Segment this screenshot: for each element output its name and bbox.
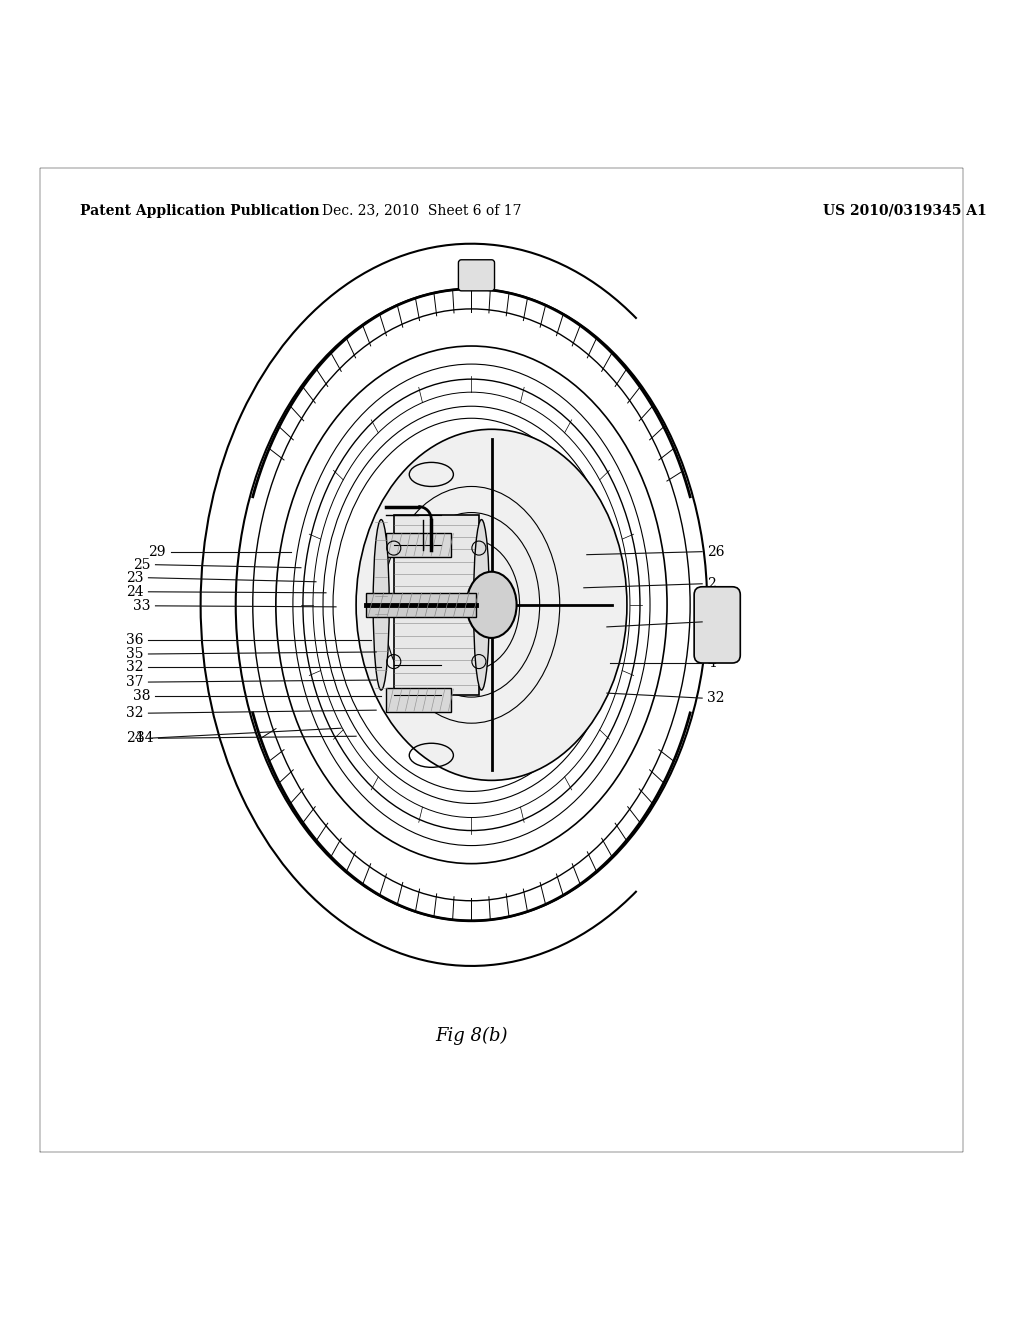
Ellipse shape: [467, 572, 516, 638]
Text: 32: 32: [708, 692, 725, 705]
Text: 29: 29: [148, 545, 166, 558]
Ellipse shape: [373, 520, 389, 690]
Text: Fig 8(b): Fig 8(b): [435, 1027, 508, 1045]
Text: 25: 25: [133, 558, 151, 572]
Ellipse shape: [473, 520, 489, 690]
Text: Dec. 23, 2010  Sheet 6 of 17: Dec. 23, 2010 Sheet 6 of 17: [322, 203, 521, 218]
FancyBboxPatch shape: [386, 688, 452, 713]
Text: 17: 17: [708, 615, 725, 628]
Text: 24: 24: [126, 585, 143, 599]
Text: 4: 4: [708, 656, 716, 671]
Text: 34: 34: [136, 731, 154, 746]
Text: US 2010/0319345 A1: US 2010/0319345 A1: [822, 203, 986, 218]
Text: 33: 33: [133, 599, 151, 612]
FancyBboxPatch shape: [393, 515, 479, 696]
Text: 2: 2: [708, 577, 716, 591]
Text: 36: 36: [126, 632, 143, 647]
Text: 37: 37: [126, 675, 143, 689]
FancyBboxPatch shape: [386, 532, 452, 557]
Text: 32: 32: [126, 706, 143, 721]
FancyBboxPatch shape: [694, 587, 740, 663]
FancyBboxPatch shape: [459, 260, 495, 290]
Text: 26: 26: [708, 545, 725, 558]
FancyBboxPatch shape: [367, 593, 476, 616]
Text: 32: 32: [126, 660, 143, 675]
Text: 35: 35: [126, 647, 143, 661]
Text: 23: 23: [126, 570, 143, 585]
Ellipse shape: [356, 429, 627, 780]
Text: 38: 38: [133, 689, 151, 704]
Text: Patent Application Publication: Patent Application Publication: [80, 203, 319, 218]
Text: 24: 24: [126, 731, 143, 746]
